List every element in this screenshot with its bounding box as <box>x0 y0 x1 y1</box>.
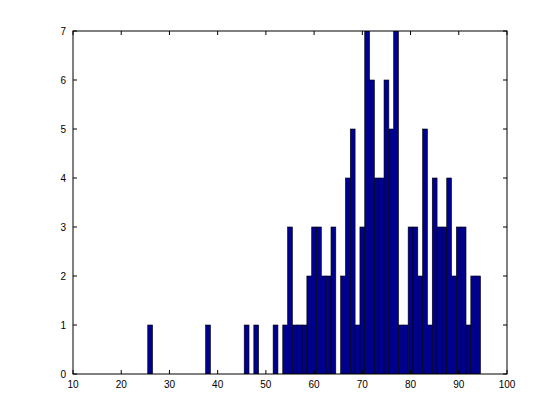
bar <box>466 325 471 374</box>
bar <box>413 227 418 374</box>
bar <box>341 276 346 374</box>
x-tick-label: 30 <box>164 379 176 390</box>
axes-frame <box>73 31 507 374</box>
y-tick <box>73 80 77 81</box>
bar <box>427 325 432 374</box>
x-tick-label: 20 <box>116 379 128 390</box>
bar <box>456 227 461 374</box>
x-tick-label: 40 <box>212 379 224 390</box>
x-tick <box>217 370 218 374</box>
bar <box>384 80 389 374</box>
bar <box>345 178 350 374</box>
bar <box>403 325 408 374</box>
x-tick <box>458 31 459 35</box>
x-tick <box>362 31 363 35</box>
bar <box>326 276 331 374</box>
bar <box>302 325 307 374</box>
y-tick <box>503 80 507 81</box>
bar <box>307 276 312 374</box>
chart-container: 10 20 30 40 50 60 70 80 90 100 0 1 2 3 4 5 6 7 <box>0 0 560 420</box>
y-tick <box>503 129 507 130</box>
y-tick <box>503 227 507 228</box>
x-tick-label: 90 <box>453 379 465 390</box>
x-tick <box>265 31 266 35</box>
y-tick-label: 7 <box>60 26 66 37</box>
bar <box>244 325 249 374</box>
x-tick-label: 50 <box>260 379 272 390</box>
bar <box>389 129 394 374</box>
bar <box>379 178 384 374</box>
y-tick <box>503 276 507 277</box>
x-tick-label: 70 <box>357 379 369 390</box>
bar <box>312 227 317 374</box>
y-tick-label: 5 <box>60 124 66 135</box>
bar <box>452 276 457 374</box>
x-tick <box>314 31 315 35</box>
bar <box>408 227 413 374</box>
y-tick <box>503 325 507 326</box>
bar <box>292 325 297 374</box>
x-tick <box>265 370 266 374</box>
x-tick-label: 60 <box>309 379 321 390</box>
y-tick-label: 6 <box>60 75 66 86</box>
bar <box>288 227 293 374</box>
bar <box>442 227 447 374</box>
x-tick <box>362 370 363 374</box>
y-tick-label: 1 <box>60 320 66 331</box>
plot-area <box>73 31 507 374</box>
x-tick <box>121 31 122 35</box>
x-tick-label: 100 <box>499 379 516 390</box>
y-tick-label: 3 <box>60 222 66 233</box>
y-tick-label: 2 <box>60 271 66 282</box>
background <box>0 0 560 420</box>
y-tick-label: 4 <box>60 173 66 184</box>
y-tick <box>73 178 77 179</box>
y-tick <box>503 178 507 179</box>
x-tick <box>314 370 315 374</box>
bar <box>370 80 375 374</box>
bar <box>321 276 326 374</box>
x-tick <box>169 31 170 35</box>
bar <box>418 276 423 374</box>
bar <box>432 178 437 374</box>
bar <box>206 325 211 374</box>
y-tick <box>73 325 77 326</box>
bar <box>283 325 288 374</box>
bar <box>273 325 278 374</box>
bar <box>447 178 452 374</box>
bar <box>254 325 259 374</box>
y-tick <box>73 129 77 130</box>
y-tick-label: 0 <box>60 369 66 380</box>
x-tick-label: 10 <box>67 379 79 390</box>
bar <box>476 276 481 374</box>
bar <box>350 129 355 374</box>
bar <box>317 227 322 374</box>
bar <box>374 178 379 374</box>
chart-svg: 10 20 30 40 50 60 70 80 90 100 0 1 2 3 4 5 6 7 <box>0 0 560 420</box>
bar <box>365 31 370 374</box>
bar <box>471 276 476 374</box>
x-tick <box>410 31 411 35</box>
x-tick-label: 80 <box>405 379 417 390</box>
bar <box>331 227 336 374</box>
bar <box>399 325 404 374</box>
x-tick <box>410 370 411 374</box>
y-tick <box>73 276 77 277</box>
bar <box>355 325 360 374</box>
x-tick <box>458 370 459 374</box>
x-tick <box>169 370 170 374</box>
bars <box>148 31 481 374</box>
bar <box>360 227 365 374</box>
bar <box>423 129 428 374</box>
bar <box>394 31 399 374</box>
bar <box>148 325 153 374</box>
bar <box>461 227 466 374</box>
x-tick <box>217 31 218 35</box>
x-tick <box>121 370 122 374</box>
bar <box>297 325 302 374</box>
y-tick <box>73 227 77 228</box>
bar <box>437 227 442 374</box>
